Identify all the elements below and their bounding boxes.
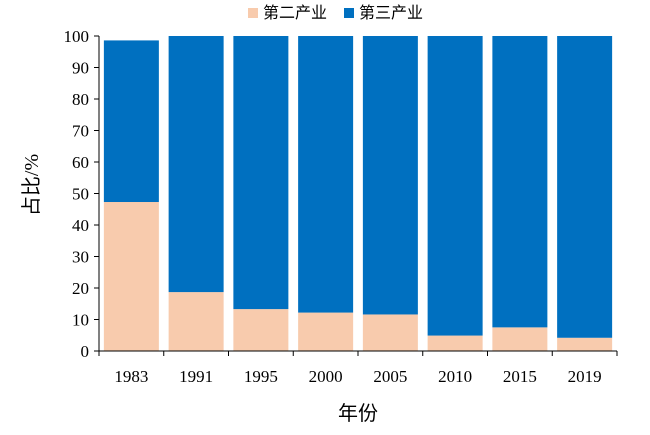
legend: 第二产业 第三产业	[248, 4, 423, 22]
y-tick-label: 0	[81, 342, 90, 361]
x-tick-label: 2000	[309, 367, 343, 386]
y-tick-label: 90	[72, 59, 89, 78]
legend-swatch	[248, 8, 258, 18]
y-axis-title: 占比/%	[20, 154, 43, 216]
x-tick-label: 2005	[373, 367, 407, 386]
bar-tertiary-industry-1991	[168, 36, 224, 293]
bar-secondary-industry-1995	[233, 309, 289, 351]
bar-tertiary-industry-2015	[492, 36, 548, 328]
bar-tertiary-industry-2010	[427, 36, 483, 336]
bar-tertiary-industry-1983	[103, 40, 159, 203]
bars	[103, 36, 613, 351]
bar-secondary-industry-1991	[168, 292, 224, 351]
bar-secondary-industry-1983	[103, 202, 159, 351]
y-tick-label: 30	[72, 248, 89, 267]
x-tick-label: 1991	[179, 367, 213, 386]
bar-tertiary-industry-2019	[557, 36, 613, 338]
x-tick-label: 1995	[244, 367, 278, 386]
x-tick-label: 2019	[568, 367, 602, 386]
legend-label: 第三产业	[359, 4, 423, 22]
bar-secondary-industry-2019	[557, 337, 613, 351]
y-tick-label: 80	[72, 90, 89, 109]
bar-secondary-industry-2015	[492, 327, 548, 351]
y-tick-label: 100	[64, 27, 90, 46]
x-axis-title: 年份	[338, 402, 378, 425]
legend-swatch	[344, 8, 354, 18]
bar-secondary-industry-2010	[427, 335, 483, 351]
bar-secondary-industry-2000	[298, 312, 354, 351]
x-axis: 1983 1991 1995 2000 2005 2010 2015 2019	[98, 350, 618, 386]
y-axis: 0 10 20 30 40 50 60 70 80 90 100	[64, 27, 100, 361]
y-tick-label: 40	[72, 216, 89, 235]
x-tick-label: 2010	[438, 367, 472, 386]
legend-label: 第二产业	[263, 4, 327, 22]
y-tick-label: 50	[72, 185, 89, 204]
bar-tertiary-industry-2005	[362, 36, 418, 315]
bar-secondary-industry-2005	[362, 314, 418, 351]
bar-tertiary-industry-2000	[298, 36, 354, 313]
y-tick-label: 10	[72, 311, 89, 330]
x-tick-label: 1983	[114, 367, 148, 386]
y-tick-label: 20	[72, 279, 89, 298]
x-tick-label: 2015	[503, 367, 537, 386]
y-tick-label: 70	[72, 122, 89, 141]
y-tick-label: 60	[72, 153, 89, 172]
bar-tertiary-industry-1995	[233, 36, 289, 310]
